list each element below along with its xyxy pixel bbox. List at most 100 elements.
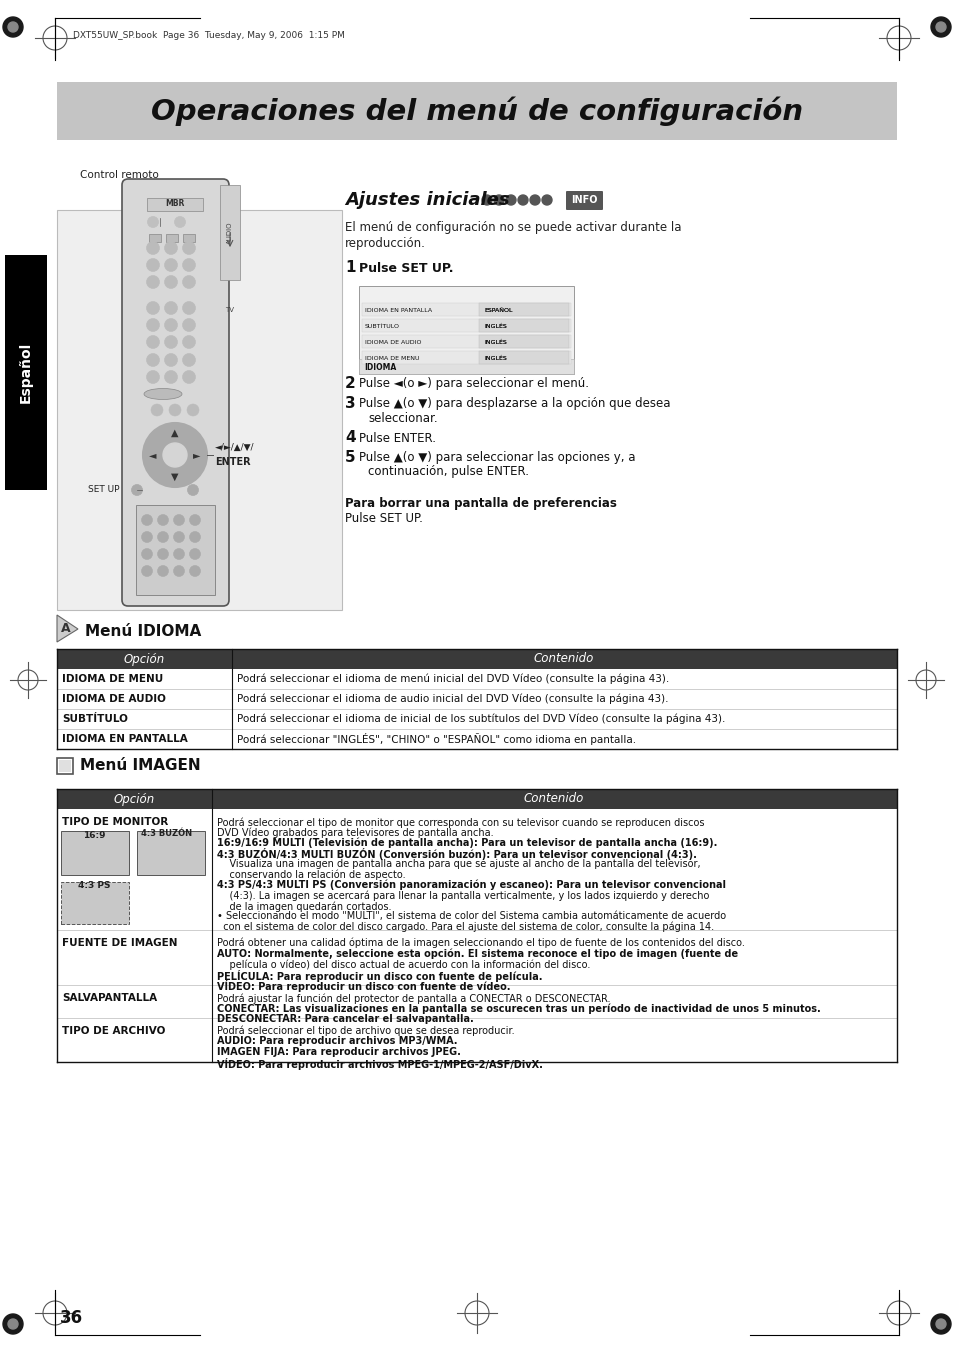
Text: 2: 2	[345, 377, 355, 392]
Text: Para borrar una pantalla de preferencias: Para borrar una pantalla de preferencias	[345, 497, 617, 511]
Circle shape	[141, 549, 152, 559]
Text: IDIOMA EN PANTALLA: IDIOMA EN PANTALLA	[62, 734, 188, 744]
Text: ESPAÑOL: ESPAÑOL	[483, 308, 512, 312]
Circle shape	[173, 549, 184, 559]
Circle shape	[8, 22, 18, 32]
Bar	[57, 929, 896, 985]
Bar	[478, 335, 568, 349]
Circle shape	[935, 22, 945, 32]
Circle shape	[8, 1319, 18, 1329]
Circle shape	[182, 301, 195, 315]
Bar	[361, 303, 571, 316]
Bar	[183, 234, 194, 242]
Text: 4: 4	[345, 431, 355, 446]
Bar	[361, 335, 571, 349]
Text: Pulse ENTER.: Pulse ENTER.	[358, 431, 436, 444]
Text: PELÍCULA: Para reproducir un disco con fuente de película.: PELÍCULA: Para reproducir un disco con f…	[216, 970, 542, 981]
Bar	[57, 709, 896, 730]
Circle shape	[494, 195, 503, 205]
Text: SET UP: SET UP	[89, 485, 120, 494]
Text: 4:3 PS: 4:3 PS	[77, 881, 111, 890]
Text: SALVAPANTALLA: SALVAPANTALLA	[62, 993, 157, 1002]
Text: Podrá seleccionar el idioma de menú inicial del DVD Vídeo (consulte la página 43: Podrá seleccionar el idioma de menú inic…	[236, 674, 669, 684]
Bar	[358, 286, 574, 374]
Bar	[57, 669, 896, 689]
Bar	[478, 303, 568, 316]
Circle shape	[164, 301, 177, 315]
Text: A: A	[61, 623, 71, 635]
Text: 4:3 BUZÓN: 4:3 BUZÓN	[141, 830, 193, 838]
Text: IDIOMA DE AUDIO: IDIOMA DE AUDIO	[62, 694, 166, 704]
Circle shape	[541, 195, 552, 205]
Circle shape	[164, 370, 177, 384]
Text: IDIOMA EN PANTALLA: IDIOMA EN PANTALLA	[365, 308, 432, 312]
Text: Podrá seleccionar el tipo de archivo que se desea reproducir.: Podrá seleccionar el tipo de archivo que…	[216, 1025, 514, 1036]
Text: IDIOMA DE MENU: IDIOMA DE MENU	[365, 355, 419, 361]
Bar	[61, 882, 129, 924]
Circle shape	[173, 531, 184, 543]
Circle shape	[147, 354, 159, 366]
Text: ◄: ◄	[149, 450, 156, 459]
Text: INGLÉS: INGLÉS	[483, 323, 506, 328]
Polygon shape	[57, 615, 78, 642]
Text: INGLÉS: INGLÉS	[483, 323, 506, 328]
Circle shape	[182, 319, 195, 331]
Bar	[57, 789, 896, 809]
Text: Pulse ▲(o ▼) para seleccionar las opciones y, a: Pulse ▲(o ▼) para seleccionar las opcion…	[358, 451, 635, 465]
Circle shape	[147, 258, 159, 272]
Text: Menú IDIOMA: Menú IDIOMA	[85, 624, 201, 639]
Bar	[220, 185, 240, 280]
Text: AUDIO: AUDIO	[227, 222, 233, 245]
Text: de la imagen quedarán cortados.: de la imagen quedarán cortados.	[216, 901, 391, 912]
Text: Pulse ◄(o ►) para seleccionar el menú.: Pulse ◄(o ►) para seleccionar el menú.	[358, 377, 588, 390]
Bar	[5, 255, 47, 490]
Circle shape	[164, 319, 177, 331]
Text: Podrá seleccionar el tipo de monitor que corresponda con su televisor cuando se : Podrá seleccionar el tipo de monitor que…	[216, 817, 703, 828]
Text: Pulse SET UP.: Pulse SET UP.	[358, 262, 453, 274]
Text: Control remoto: Control remoto	[80, 170, 158, 180]
Circle shape	[157, 549, 169, 559]
Text: Pulse ▲(o ▼) para desplazarse a la opción que desea: Pulse ▲(o ▼) para desplazarse a la opció…	[358, 397, 670, 411]
Circle shape	[182, 354, 195, 366]
Text: DESCONECTAR: Para cancelar el salvapantalla.: DESCONECTAR: Para cancelar el salvapanta…	[216, 1015, 474, 1024]
Circle shape	[147, 242, 159, 254]
Text: Podrá seleccionar "INGLÉS", "CHINO" o "ESPAÑOL" como idioma en pantalla.: Podrá seleccionar "INGLÉS", "CHINO" o "E…	[236, 734, 636, 744]
Circle shape	[147, 319, 159, 331]
Text: INFO: INFO	[570, 195, 597, 205]
Text: Podrá seleccionar el idioma de audio inicial del DVD Vídeo (consulte la página 4: Podrá seleccionar el idioma de audio ini…	[236, 694, 668, 704]
Bar	[57, 809, 896, 929]
Text: DXT55UW_SP.book  Page 36  Tuesday, May 9, 2006  1:15 PM: DXT55UW_SP.book Page 36 Tuesday, May 9, …	[73, 31, 345, 41]
Text: Podrá seleccionar el idioma de inicial de los subtítulos del DVD Vídeo (consulte: Podrá seleccionar el idioma de inicial d…	[236, 713, 724, 724]
Text: INGLÉS: INGLÉS	[483, 339, 506, 345]
Text: ▲: ▲	[172, 428, 178, 438]
Circle shape	[190, 515, 200, 526]
Text: 5: 5	[345, 450, 355, 466]
Text: TV: TV	[225, 307, 234, 313]
Text: • Seleccionando el modo "MULTI", el sistema de color del Sistema cambia automáti: • Seleccionando el modo "MULTI", el sist…	[216, 912, 725, 921]
Circle shape	[157, 531, 169, 543]
Circle shape	[935, 1319, 945, 1329]
Circle shape	[182, 242, 195, 254]
Bar	[57, 758, 73, 774]
Circle shape	[147, 301, 159, 315]
Circle shape	[164, 354, 177, 366]
Circle shape	[164, 335, 177, 349]
Circle shape	[157, 515, 169, 526]
Text: AUDIO: Para reproducir archivos MP3/WMA.: AUDIO: Para reproducir archivos MP3/WMA.	[216, 1036, 457, 1047]
Ellipse shape	[144, 389, 182, 400]
Text: MBR: MBR	[165, 200, 185, 208]
Text: Menú IMAGEN: Menú IMAGEN	[80, 758, 200, 774]
Text: IDIOMA: IDIOMA	[364, 362, 395, 372]
Text: Pulse SET UP.: Pulse SET UP.	[345, 512, 422, 526]
Text: 36: 36	[60, 1309, 83, 1327]
Text: Ajustes iniciales: Ajustes iniciales	[345, 190, 509, 209]
Text: VÍDEO: Para reproducir archivos MPEG-1/MPEG-2/ASF/DivX.: VÍDEO: Para reproducir archivos MPEG-1/M…	[216, 1058, 542, 1070]
Circle shape	[147, 370, 159, 384]
Text: INGLÉS: INGLÉS	[483, 355, 506, 361]
Circle shape	[164, 242, 177, 254]
Circle shape	[530, 195, 539, 205]
Text: AUTO: Normalmente, seleccione esta opción. El sistema reconoce el tipo de imagen: AUTO: Normalmente, seleccione esta opció…	[216, 948, 738, 959]
Circle shape	[164, 258, 177, 272]
Text: TIPO DE ARCHIVO: TIPO DE ARCHIVO	[62, 1025, 165, 1036]
Circle shape	[3, 18, 23, 36]
